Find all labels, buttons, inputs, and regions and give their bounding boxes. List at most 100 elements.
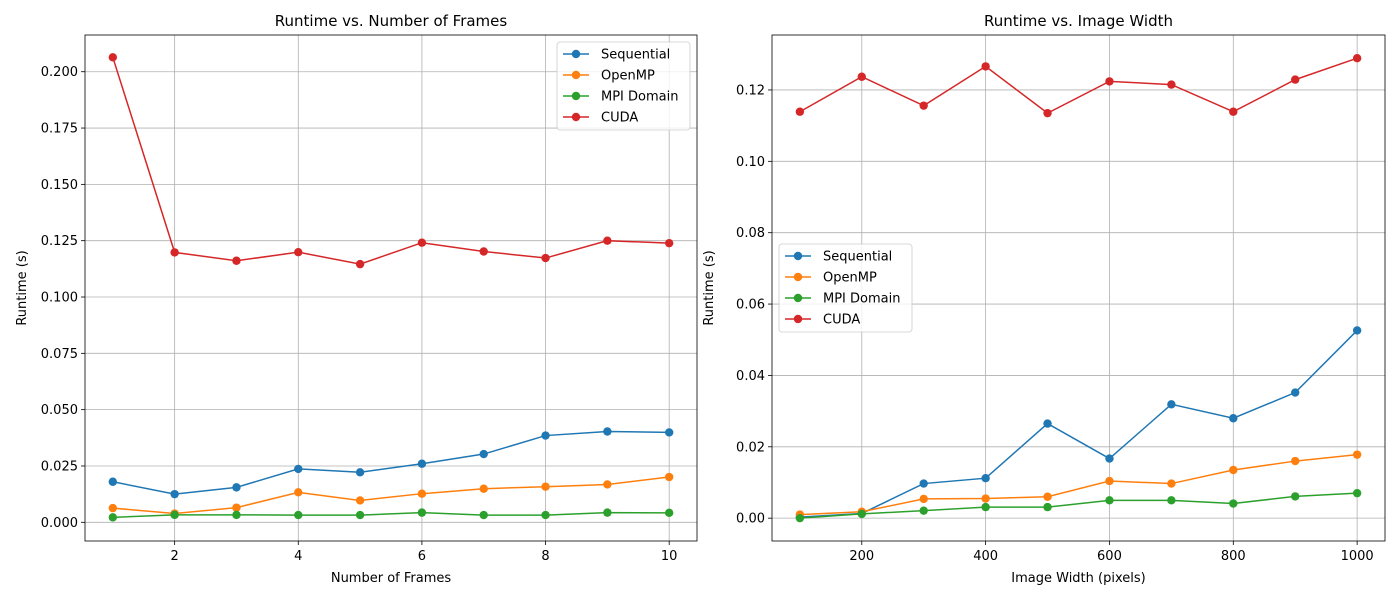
data-point	[603, 480, 612, 489]
x-tick-label: 4	[294, 549, 302, 564]
data-point	[1229, 465, 1238, 475]
data-point	[857, 72, 866, 81]
legend-marker	[793, 272, 803, 282]
data-point	[1291, 75, 1300, 84]
data-point	[1229, 414, 1238, 423]
y-tick-label: 0.075	[41, 347, 78, 362]
series-line	[799, 57, 1358, 115]
data-point	[170, 510, 179, 520]
data-point	[294, 464, 303, 474]
series-line	[799, 329, 1358, 518]
legend-label: MPI Domain	[601, 90, 678, 105]
data-point	[355, 510, 365, 520]
data-point	[170, 248, 179, 257]
data-point	[919, 479, 928, 488]
y-tick-label: 0.08	[736, 226, 765, 241]
legend-label: CUDA	[823, 313, 860, 328]
series-line	[112, 511, 670, 519]
data-point	[108, 53, 118, 62]
data-point	[1291, 456, 1300, 466]
data-point	[355, 496, 365, 505]
legend-marker	[793, 293, 803, 303]
data-point	[1229, 499, 1238, 508]
data-point	[355, 259, 365, 269]
data-point	[1352, 450, 1362, 459]
data-point	[919, 494, 928, 504]
x-tick-label: 400	[973, 549, 998, 564]
data-point	[603, 427, 612, 436]
y-axis-label: Runtime (s)	[702, 250, 717, 325]
data-point	[232, 503, 241, 512]
y-tick-label: 0.06	[736, 298, 765, 313]
series-cuda	[795, 53, 1362, 118]
y-tick-label: 0.025	[41, 459, 78, 474]
data-point	[1352, 53, 1362, 63]
legend-marker	[571, 70, 581, 80]
data-point	[479, 510, 488, 520]
legend-item: CUDA	[785, 313, 860, 328]
data-point	[232, 256, 241, 265]
grid	[772, 35, 1385, 541]
y-tick-label: 0.100	[41, 291, 78, 306]
series-line	[799, 492, 1358, 519]
data-point	[795, 513, 805, 523]
data-point	[541, 431, 550, 440]
y-tick-label: 0.125	[41, 234, 78, 249]
legend-label: CUDA	[601, 111, 638, 126]
data-point	[1291, 492, 1300, 501]
data-point	[981, 473, 990, 483]
legend: Sequential OpenMP MPI Domain CUDA	[778, 243, 913, 333]
legend-box	[778, 243, 913, 333]
x-tick-label: 10	[661, 549, 678, 564]
data-point	[919, 101, 928, 110]
y-tick-label: 0.050	[41, 403, 78, 418]
legend-item: MPI Domain	[785, 292, 900, 307]
series-line	[112, 430, 670, 495]
data-point	[1105, 476, 1114, 486]
data-point	[479, 247, 488, 256]
x-axis-label: Number of Frames	[331, 571, 452, 586]
data-point	[479, 449, 488, 459]
data-point	[1167, 479, 1176, 488]
data-point	[1105, 454, 1114, 463]
legend-label: MPI Domain	[823, 292, 900, 307]
data-point	[1167, 496, 1176, 505]
data-point	[919, 506, 928, 515]
legend-marker	[571, 91, 581, 101]
data-point	[417, 238, 427, 247]
data-point	[170, 489, 179, 499]
legend-item: OpenMP	[563, 69, 655, 84]
legend-item: MPI Domain	[563, 90, 678, 105]
y-tick-label: 0.150	[41, 178, 78, 193]
x-tick-label: 200	[849, 549, 874, 564]
data-point	[857, 509, 866, 519]
data-point	[294, 510, 303, 520]
data-point	[1105, 77, 1114, 86]
legend-marker	[571, 112, 581, 122]
data-point	[1167, 400, 1176, 409]
y-tick-label: 0.04	[736, 369, 765, 384]
legend-label: OpenMP	[601, 69, 655, 84]
series-sequential	[108, 427, 674, 499]
data-point	[417, 489, 427, 498]
data-point	[1291, 388, 1300, 397]
series-openmp	[108, 472, 674, 518]
y-tick-label: 0.02	[736, 440, 765, 455]
y-tick-label: 0.12	[736, 83, 765, 98]
data-point	[108, 477, 118, 486]
chart-2: 200 400 600 800 1000 0.00 0.02 0.04 0.06 0.08 0.10…	[702, 12, 1386, 586]
legend-label: Sequential	[823, 250, 892, 265]
series-cuda	[108, 53, 674, 269]
x-tick-label: 6	[418, 549, 426, 564]
data-point	[1043, 419, 1052, 428]
data-point	[981, 502, 990, 512]
legend: Sequential OpenMP MPI Domain CUDA	[556, 41, 691, 131]
data-point	[294, 488, 303, 497]
data-point	[1229, 107, 1238, 116]
data-point	[664, 238, 674, 248]
data-point	[1043, 502, 1052, 512]
y-tick-label: 0.200	[41, 65, 78, 80]
axes-frame	[84, 34, 698, 542]
data-point	[1043, 492, 1052, 501]
